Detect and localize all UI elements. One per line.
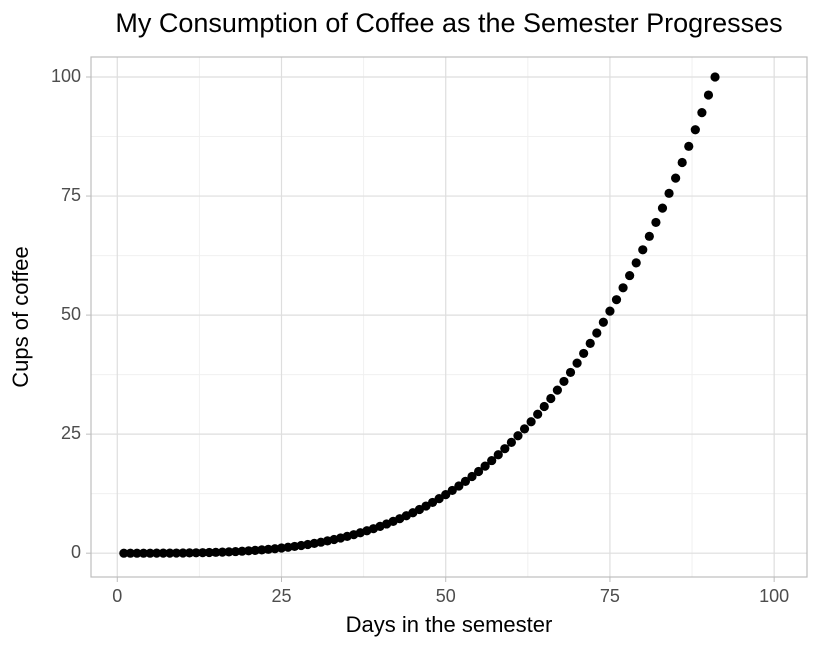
point bbox=[204, 547, 214, 558]
point bbox=[454, 481, 464, 491]
point bbox=[217, 547, 227, 557]
point bbox=[625, 270, 635, 281]
point bbox=[237, 546, 247, 556]
chart-title: My Consumption of Coffee as the Semester… bbox=[115, 8, 782, 38]
point bbox=[165, 548, 175, 558]
point bbox=[664, 188, 674, 198]
point bbox=[230, 546, 241, 557]
point bbox=[191, 548, 201, 558]
point bbox=[184, 548, 195, 558]
point bbox=[513, 431, 523, 441]
point bbox=[125, 548, 136, 558]
point bbox=[506, 437, 517, 447]
point bbox=[611, 295, 622, 305]
x-tick-label: 0 bbox=[112, 586, 122, 606]
point bbox=[572, 358, 582, 368]
x-tick-label: 75 bbox=[600, 586, 620, 606]
point bbox=[257, 545, 267, 555]
x-tick-label: 25 bbox=[271, 586, 291, 606]
point bbox=[598, 317, 608, 327]
point bbox=[171, 548, 181, 558]
point bbox=[526, 417, 536, 427]
point bbox=[460, 476, 471, 486]
point bbox=[552, 385, 562, 395]
plot-border bbox=[90, 56, 808, 578]
point bbox=[493, 450, 503, 460]
y-tick-label: 100 bbox=[51, 66, 81, 86]
point bbox=[651, 217, 661, 228]
point bbox=[145, 548, 155, 558]
point bbox=[198, 548, 208, 558]
point bbox=[473, 466, 484, 477]
point bbox=[559, 376, 569, 387]
point bbox=[710, 72, 720, 82]
point bbox=[152, 548, 162, 558]
x-axis-label: Days in the semester bbox=[346, 612, 553, 637]
point bbox=[644, 231, 654, 241]
point bbox=[480, 461, 490, 471]
point bbox=[703, 90, 714, 100]
point bbox=[119, 548, 129, 558]
point bbox=[178, 548, 188, 558]
point bbox=[684, 141, 694, 151]
point bbox=[605, 306, 615, 316]
point bbox=[487, 455, 497, 466]
point bbox=[618, 283, 628, 293]
point bbox=[579, 348, 589, 359]
point bbox=[677, 157, 687, 168]
x-tick-label: 100 bbox=[759, 586, 789, 606]
point bbox=[657, 203, 668, 213]
point bbox=[565, 367, 576, 378]
point bbox=[224, 547, 234, 557]
point bbox=[533, 409, 543, 419]
point bbox=[546, 393, 556, 404]
point bbox=[138, 548, 149, 558]
point bbox=[132, 548, 142, 558]
point bbox=[467, 471, 477, 482]
y-axis-label: Cups of coffee bbox=[8, 246, 33, 387]
point bbox=[447, 485, 457, 496]
point bbox=[211, 547, 221, 557]
y-tick-label: 0 bbox=[71, 542, 81, 562]
point bbox=[631, 258, 641, 268]
point bbox=[519, 424, 530, 434]
point bbox=[244, 546, 254, 556]
point bbox=[250, 545, 260, 555]
point bbox=[638, 245, 648, 255]
point bbox=[539, 401, 549, 412]
y-tick-label: 50 bbox=[61, 304, 81, 324]
point bbox=[671, 173, 681, 183]
point bbox=[592, 328, 602, 338]
y-tick-label: 75 bbox=[61, 185, 81, 205]
point bbox=[158, 548, 168, 558]
point bbox=[500, 444, 510, 454]
point bbox=[690, 125, 700, 135]
point bbox=[697, 108, 707, 118]
x-tick-label: 50 bbox=[436, 586, 456, 606]
y-tick-label: 25 bbox=[61, 423, 81, 443]
point bbox=[585, 338, 595, 348]
point bbox=[441, 490, 451, 500]
